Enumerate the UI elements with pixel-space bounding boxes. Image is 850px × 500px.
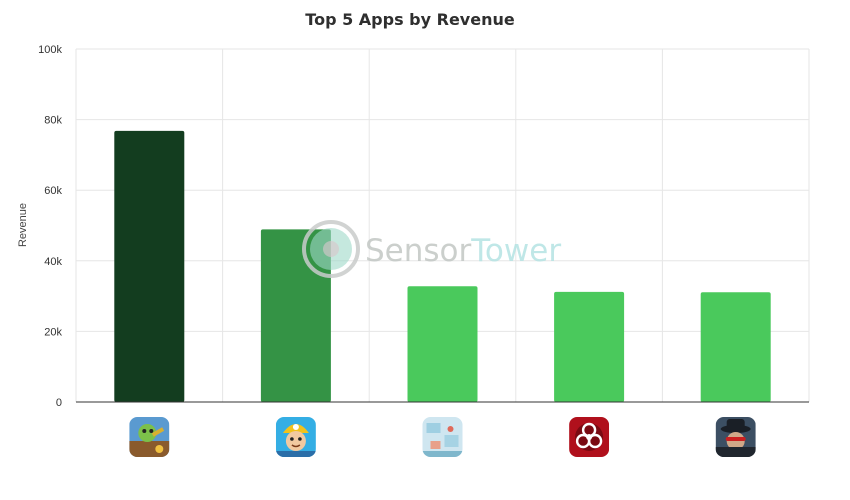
y-tick-label: 100k: [38, 44, 62, 56]
watermark-logo-ring: [302, 220, 360, 278]
watermark-logo-dot: [323, 241, 339, 257]
grid: [75, 48, 810, 402]
y-tick-label: 80k: [44, 115, 62, 127]
axes: 0 20k 40k 60k 80k 100k: [38, 44, 809, 409]
y-axis-label: Revenue: [17, 203, 29, 247]
bar[interactable]: [700, 292, 771, 402]
watermark-text: SensorTower: [365, 233, 561, 269]
y-tick-label: 20k: [44, 326, 62, 338]
watermark-text-sensor: Sensor: [365, 233, 472, 269]
y-tick-label: 60k: [44, 185, 62, 197]
bar[interactable]: [114, 130, 185, 402]
bars: [114, 130, 771, 402]
miner-character-app-icon[interactable]: [275, 417, 316, 457]
goblin-game-app-icon[interactable]: [129, 417, 170, 457]
y-tick-label: 40k: [44, 256, 62, 268]
bar[interactable]: [260, 229, 331, 402]
detective-app-icon[interactable]: [715, 417, 756, 457]
watermark-text-tower: Tower: [470, 233, 561, 269]
bar[interactable]: [554, 291, 625, 402]
chart-title: Top 5 Apps by Revenue: [305, 10, 515, 29]
bar[interactable]: [407, 286, 478, 402]
app-icons: [129, 417, 756, 457]
y-tick-label: 0: [56, 397, 62, 409]
watermark: SensorTower: [302, 220, 561, 278]
biohazard-app-icon[interactable]: [569, 417, 610, 457]
snowy-map-app-icon[interactable]: [422, 417, 463, 457]
